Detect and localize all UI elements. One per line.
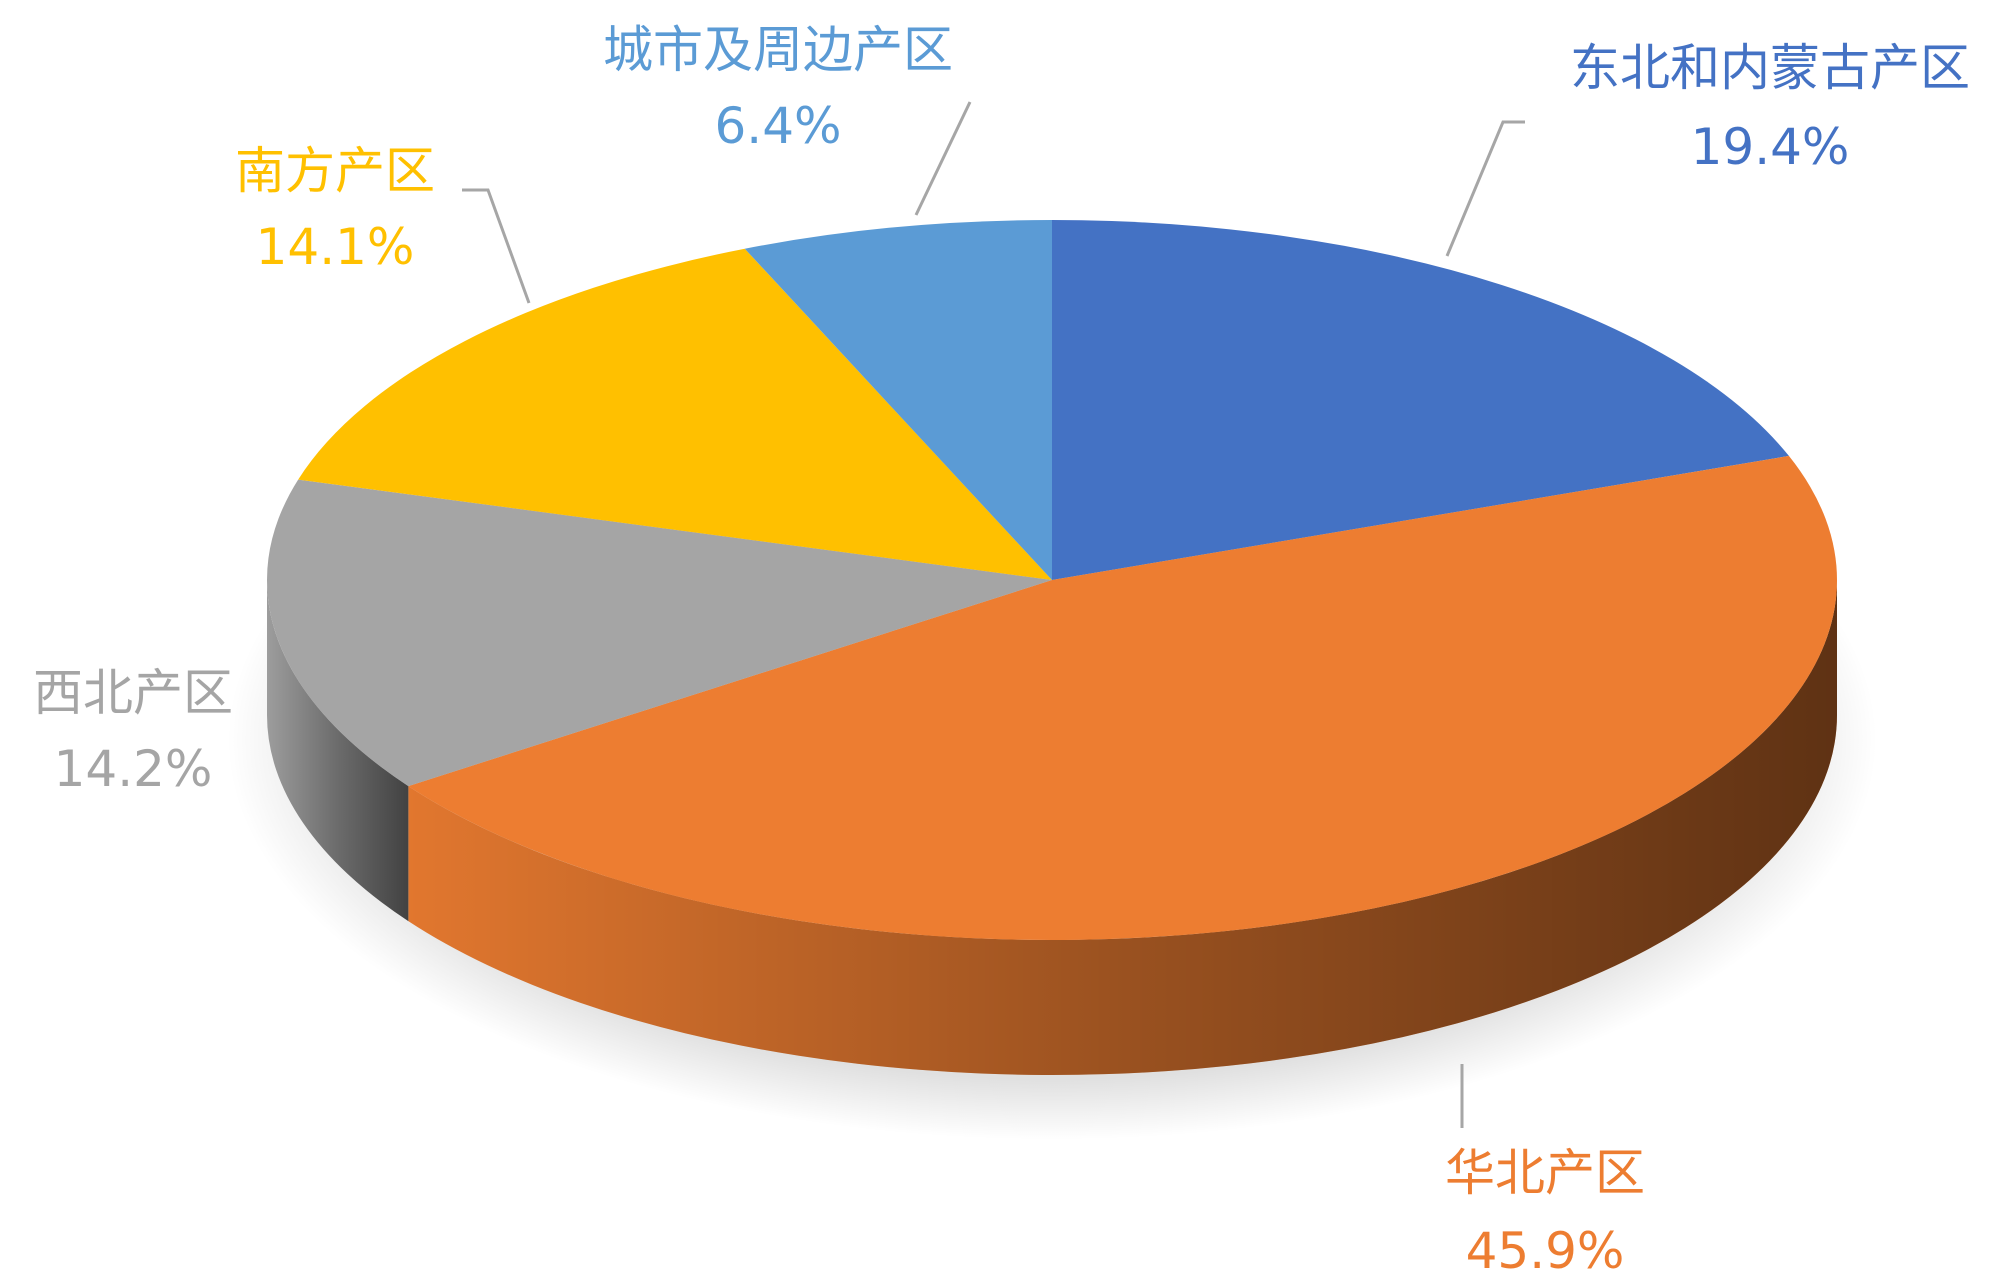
slice-side-shade-northwest	[267, 580, 409, 922]
slice-northeast[interactable]	[1052, 220, 1789, 580]
value-urban: 6.4%	[714, 97, 841, 155]
label-urban: 城市及周边产区	[603, 21, 953, 79]
slice-side-shade-north	[408, 580, 1838, 1076]
data-labels: 东北和内蒙古产区 19.4% 华北产区 45.9% 西北产区 14.2% 南方产…	[33, 21, 1970, 1280]
label-north: 华北产区	[1445, 1144, 1645, 1202]
pie-body	[227, 220, 1877, 1140]
label-south: 南方产区	[235, 142, 435, 200]
slice-urban[interactable]	[744, 220, 1052, 580]
leader-line-northeast	[1445, 120, 1525, 257]
value-northwest: 14.2%	[54, 740, 213, 798]
leader-line-south	[462, 188, 531, 304]
slice-north[interactable]	[408, 455, 1837, 940]
label-northwest: 西北产区	[33, 664, 233, 722]
slice-south[interactable]	[298, 248, 1053, 580]
leader-line-urban	[914, 101, 972, 216]
leader-lines	[462, 101, 1525, 1128]
value-north: 45.9%	[1466, 1222, 1625, 1280]
value-northeast: 19.4%	[1691, 118, 1850, 176]
slice-northwest[interactable]	[267, 479, 1052, 787]
value-south: 14.1%	[256, 218, 415, 276]
label-northeast: 东北和内蒙古产区	[1570, 39, 1970, 97]
